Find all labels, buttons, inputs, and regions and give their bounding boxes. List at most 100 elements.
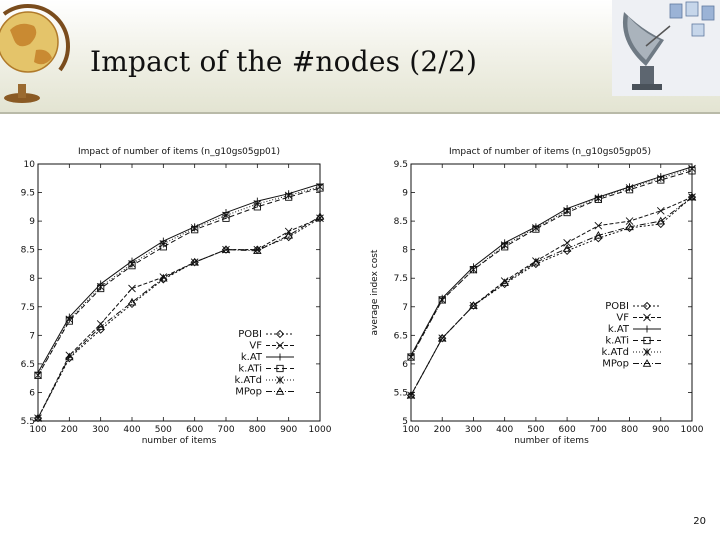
y-tick-label: 5: [402, 417, 408, 427]
data-point-MPop: [469, 301, 478, 309]
data-point-k.ATd: [96, 282, 105, 291]
series-line-POBI: [410, 196, 693, 396]
data-point-MPop: [33, 413, 43, 422]
x-tick-label: 200: [61, 425, 78, 435]
data-point-MPop: [127, 297, 137, 306]
x-tick-label: 500: [527, 425, 544, 435]
series-line-MPop: [410, 196, 693, 396]
legend-marker: [275, 387, 285, 395]
y-tick-label: 8.5: [21, 246, 35, 256]
data-point-k.ATd: [656, 174, 665, 183]
x-tick-label: 700: [217, 425, 234, 435]
plot-frame: [37, 163, 321, 422]
data-point-POBI: [96, 325, 105, 334]
plots-panel: Impact of number of items (n_g10gs05gp01…: [14, 142, 704, 454]
data-point-MPop: [500, 278, 509, 287]
series-line-k.ATd: [37, 186, 321, 376]
legend-label: POBI: [238, 329, 262, 340]
data-point-MPop: [65, 352, 74, 361]
data-point-k.ATd: [284, 191, 293, 200]
series-line-POBI: [37, 217, 321, 419]
data-point-VF: [656, 207, 665, 215]
data-point-POBI: [221, 245, 231, 254]
x-tick-label: 300: [465, 425, 482, 435]
legend-marker: [643, 336, 651, 345]
x-tick-label: 600: [559, 425, 576, 435]
data-point-POBI: [406, 391, 416, 400]
y-tick-label: 5.5: [21, 417, 35, 427]
legend-marker: [642, 359, 652, 367]
plot-frame: [410, 163, 693, 422]
data-point-k.ATd: [532, 224, 540, 232]
series-line-k.ATi: [410, 170, 693, 358]
chart-title: Impact of number of items (n_g10gs05gp01…: [78, 147, 280, 157]
data-point-POBI: [656, 219, 665, 229]
data-point-VF: [625, 217, 634, 225]
data-point-MPop: [96, 322, 105, 331]
satellite-dish-icon: [612, 0, 720, 96]
legend-marker: [642, 301, 652, 311]
y-tick-label: 9: [29, 217, 35, 227]
y-tick-label: 8.5: [394, 217, 408, 227]
data-point-k.ATd: [594, 194, 603, 203]
legend-label: POBI: [605, 301, 629, 312]
y-axis-label: average index cost: [370, 249, 380, 335]
legend-label: k.ATd: [235, 375, 263, 386]
chart-title: Impact of number of items (n_g10gs05gp05…: [449, 147, 651, 157]
legend-label: MPop: [235, 387, 262, 398]
data-point-k.ATd: [253, 200, 262, 208]
data-point-MPop: [253, 246, 262, 255]
legend-label: MPop: [602, 359, 629, 370]
x-tick-label: 300: [92, 425, 109, 435]
data-point-k.ATd: [625, 184, 634, 192]
data-point-k.ATd: [65, 315, 74, 324]
data-point-MPop: [284, 230, 293, 239]
x-tick-label: 800: [249, 425, 266, 435]
data-point-MPop: [159, 273, 168, 282]
data-point-k.ATd: [190, 224, 199, 232]
x-tick-label: 500: [155, 425, 172, 435]
series-line-VF: [410, 196, 693, 396]
data-point-MPop: [437, 333, 447, 342]
data-point-k.ATd: [500, 241, 509, 249]
x-tick-label: 400: [123, 425, 140, 435]
y-tick-label: 7: [402, 303, 408, 313]
legend-marker: [276, 353, 284, 361]
y-tick-label: 7: [29, 331, 35, 341]
x-tick-label: 1000: [681, 425, 704, 435]
y-tick-label: 7.5: [21, 303, 35, 313]
chart-left: Impact of number of items (n_g10gs05gp01…: [21, 147, 332, 446]
y-tick-label: 8: [29, 274, 35, 284]
legend-label: VF: [616, 313, 629, 324]
y-tick-label: 9.5: [21, 189, 35, 199]
data-point-VF: [594, 221, 603, 230]
data-point-MPop: [656, 216, 666, 225]
data-point-MPop: [594, 230, 603, 239]
data-point-k.ATd: [407, 353, 415, 361]
data-point-k.ATd: [688, 164, 696, 173]
x-tick-label: 100: [29, 425, 46, 435]
data-point-VF: [128, 284, 136, 293]
data-point-MPop: [531, 257, 541, 266]
data-point-POBI: [438, 334, 447, 343]
x-tick-label: 900: [652, 425, 669, 435]
legend-marker: [276, 364, 284, 373]
x-tick-label: 100: [402, 425, 419, 435]
data-point-k.ATd: [128, 260, 136, 268]
data-point-POBI: [687, 192, 697, 202]
legend-label: k.ATi: [605, 336, 629, 347]
legend-marker: [275, 329, 285, 339]
series-line-k.AT: [37, 183, 321, 373]
legend-label: k.AT: [241, 352, 263, 363]
legend-marker: [643, 313, 651, 322]
data-point-POBI: [33, 414, 43, 423]
data-point-VF: [316, 214, 324, 223]
data-point-MPop: [562, 244, 572, 252]
x-tick-label: 200: [434, 425, 451, 435]
x-tick-label: 700: [590, 425, 607, 435]
data-point-MPop: [625, 222, 634, 231]
data-point-MPop: [221, 245, 231, 253]
chart-right: Impact of number of items (n_g10gs05gp05…: [370, 147, 704, 446]
y-tick-label: 9: [402, 189, 408, 199]
legend-marker: [643, 325, 651, 333]
